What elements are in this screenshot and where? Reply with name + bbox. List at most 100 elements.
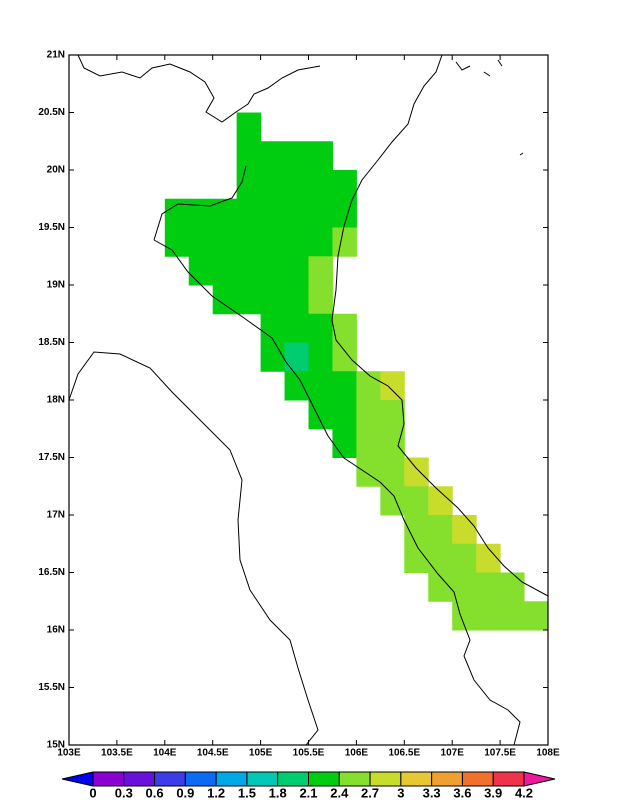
x-tick-label: 105E (249, 748, 273, 759)
grid-cell (308, 141, 333, 171)
colorbar: 0 0.3 0.6 0.9 1.2 1.5 1.8 2.1 2.4 2.7 3 3.3 3.6 3.9 4.… (61, 771, 556, 800)
colorbar-box (277, 771, 310, 787)
x-tick-label: 106.5E (388, 748, 420, 759)
colorbar-label: 3 (397, 785, 404, 800)
grid-cell (284, 313, 309, 343)
y-tick-label: 20.5N (38, 107, 65, 118)
grid-cell (212, 227, 238, 257)
border (68, 351, 319, 746)
grid-cell (308, 371, 333, 401)
grid-cell (260, 285, 286, 315)
grid-cell (164, 198, 190, 228)
grid-cell (404, 515, 429, 545)
y-tick-label: 15.5N (38, 682, 65, 693)
colorbar-box (338, 771, 371, 787)
grid-cell (188, 256, 214, 286)
colorbar-label: 1.2 (207, 785, 225, 800)
colorbar-box (215, 771, 248, 787)
grid-cell (332, 313, 357, 343)
grid-cell (428, 515, 453, 545)
grid-cell (404, 457, 429, 487)
grid-cell (380, 428, 405, 458)
grid-cell (332, 371, 357, 401)
y-tick-label: 17.5N (38, 452, 65, 463)
colorbar-box (123, 771, 156, 787)
grid-cell (164, 227, 190, 257)
x-tick-label: 108E (536, 748, 560, 759)
colorbar-label: 0.9 (176, 785, 194, 800)
grid-cell (284, 170, 309, 200)
x-tick-label: 107E (441, 748, 465, 759)
grid-cell (332, 428, 357, 458)
coastline (331, 54, 549, 597)
colorbar-box (92, 771, 125, 787)
grid-cell (452, 515, 477, 545)
grid-cell (188, 227, 214, 257)
grid-cell (332, 400, 357, 430)
grid-cell (404, 486, 429, 516)
grid-cell (260, 342, 286, 372)
y-tick-label: 16.5N (38, 567, 65, 578)
grid-cell (404, 543, 429, 573)
grid-cell (452, 543, 477, 573)
y-tick-label: 16N (47, 625, 65, 636)
axes: 103E 103.5E 104E 104.5E 105E 105.5E 106E 106.5E… (38, 50, 560, 759)
grid-cell (308, 198, 333, 228)
y-tick-label: 18.5N (38, 337, 65, 348)
colorbar-label: 1.8 (269, 785, 287, 800)
grid-cell (236, 198, 262, 228)
x-tick-label: 106E (345, 748, 369, 759)
grid-cell (500, 572, 525, 602)
y-tick-label: 17N (47, 510, 65, 521)
colorbar-box (400, 771, 433, 787)
grid-cell (500, 601, 525, 631)
y-tick-label: 19N (47, 280, 65, 291)
colorbar-label: 0 (89, 785, 96, 800)
grid-cell (236, 256, 262, 286)
grid-cell (332, 227, 357, 257)
grid-cell (476, 601, 501, 631)
colorbar-label: 3.3 (423, 785, 441, 800)
grid-cell (308, 342, 333, 372)
grid-cell (356, 428, 381, 458)
grid-cell (236, 141, 262, 171)
grid-cell (524, 601, 549, 631)
colorbar-label: 2.4 (330, 785, 349, 800)
grid-cell (380, 457, 405, 487)
grid-cell (284, 285, 309, 315)
y-tick-label: 19.5N (38, 222, 65, 233)
grid-cell (260, 313, 286, 343)
colorbar-label: 3.6 (453, 785, 471, 800)
grid-cell (308, 227, 333, 257)
grid-cell (188, 198, 214, 228)
grid-cell (356, 457, 381, 487)
grid-cell (452, 572, 477, 602)
grid-cell (380, 400, 405, 430)
coastlines (68, 54, 549, 746)
island (455, 59, 524, 156)
colorbar-label: 2.1 (299, 785, 317, 800)
x-tick-label: 107.5E (484, 748, 516, 759)
grid-cell (356, 400, 381, 430)
grid-cell (476, 572, 501, 602)
grid-cell (428, 486, 453, 516)
grid-cell (212, 256, 238, 286)
x-tick-label: 104.5E (197, 748, 229, 759)
colorbar-under (61, 771, 94, 787)
colorbar-box (431, 771, 463, 787)
colorbar-over (523, 771, 556, 787)
grid-cell (284, 256, 309, 286)
colorbar-box (369, 771, 402, 787)
grid-cell (260, 198, 286, 228)
grid-cell (308, 285, 333, 315)
border (77, 54, 321, 123)
grid-cell (260, 227, 286, 257)
colorbar-box (461, 771, 494, 787)
colorbar-label: 1.5 (238, 785, 256, 800)
colorbar-box (246, 771, 279, 787)
grid-cell (212, 198, 238, 228)
grid-cells (164, 112, 549, 631)
x-tick-label: 105.5E (293, 748, 325, 759)
grid-cell (308, 313, 333, 343)
